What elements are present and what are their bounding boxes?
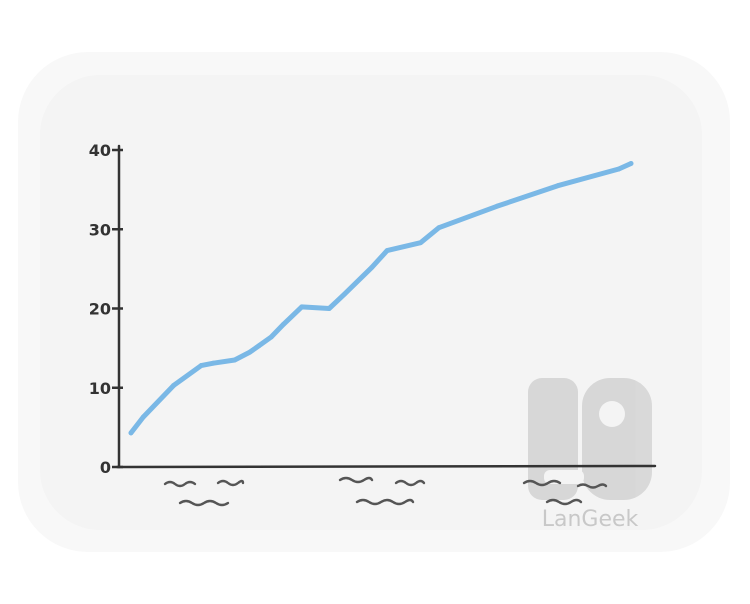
x-tick-label-2a	[338, 476, 374, 484]
data-point-12	[342, 291, 347, 297]
data-point-8	[268, 334, 274, 340]
data-point-5	[232, 357, 238, 363]
x-tick-label-3a	[522, 479, 562, 487]
data-point-9	[281, 321, 286, 327]
data-point-19	[616, 166, 622, 172]
y-tick-label-40: 40	[89, 141, 111, 160]
y-ticks: 0 10 20 30 40	[89, 141, 123, 477]
data-point-4	[210, 360, 216, 366]
data-point-18	[555, 183, 561, 189]
data-point-15	[418, 240, 424, 246]
x-axis-line	[115, 464, 657, 469]
y-tick-label-20: 20	[89, 300, 111, 319]
data-point-3	[198, 363, 204, 368]
data-point-10	[299, 304, 305, 310]
y-tick-label-30: 30	[89, 220, 111, 239]
data-point-11	[326, 306, 332, 311]
y-tick-label-10: 10	[89, 379, 111, 398]
y-tick-label-0: 0	[100, 458, 111, 477]
data-point-2	[171, 382, 177, 388]
x-tick-label-1c	[178, 499, 230, 507]
x-tick-label-2c	[355, 498, 415, 506]
data-point-13	[369, 264, 375, 270]
x-tick-label-1a	[163, 480, 197, 488]
data-points	[128, 161, 634, 436]
watermark-logo	[528, 378, 652, 500]
data-point-1	[140, 414, 146, 420]
data-point-7	[256, 343, 262, 349]
data-point-0	[128, 430, 134, 436]
data-point-14	[384, 248, 390, 254]
x-tick-label-3c	[545, 498, 583, 506]
x-tick-scribbles	[163, 476, 608, 507]
data-point-17	[494, 203, 500, 209]
x-tick-label-2b	[394, 479, 426, 487]
data-point-16	[436, 225, 442, 231]
data-point-6	[247, 349, 253, 355]
data-point-20	[628, 161, 634, 166]
axes	[115, 144, 657, 469]
x-tick-label-3b	[576, 483, 608, 489]
watermark-text: LanGeek	[542, 507, 639, 532]
x-tick-label-1b	[216, 479, 245, 487]
